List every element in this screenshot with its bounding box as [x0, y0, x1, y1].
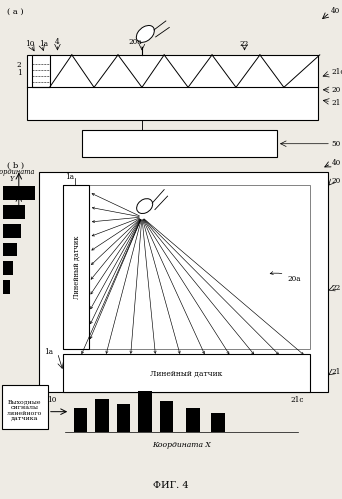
Text: 1: 1 [17, 69, 22, 77]
Bar [160, 401, 173, 432]
Text: Линейный датчик: Линейный датчик [150, 369, 223, 377]
Text: 20: 20 [332, 177, 341, 185]
Bar [82, 130, 277, 157]
Text: Координата X: Координата X [152, 441, 211, 449]
Text: Выходные: Выходные [8, 400, 41, 405]
Text: Линейный датчик: Линейный датчик [72, 235, 80, 299]
Bar [211, 413, 225, 432]
Text: 20a: 20a [270, 271, 301, 283]
Bar [3, 243, 17, 256]
Text: 20: 20 [332, 86, 341, 94]
Bar [32, 55, 50, 87]
Text: 22: 22 [240, 40, 249, 48]
Bar [186, 408, 200, 432]
Bar [27, 55, 318, 120]
Text: 21c: 21c [332, 68, 342, 76]
Text: 4: 4 [55, 38, 60, 46]
Bar [3, 280, 10, 294]
Text: 20a: 20a [128, 38, 142, 46]
Bar [2, 385, 48, 429]
Bar [95, 399, 109, 432]
Bar [63, 354, 310, 392]
Text: 21: 21 [332, 99, 341, 107]
Text: 2: 2 [17, 61, 22, 69]
Text: 40: 40 [332, 159, 341, 167]
Text: 21: 21 [332, 368, 341, 376]
Text: Y: Y [10, 175, 14, 183]
Bar [138, 391, 152, 432]
Bar [117, 404, 130, 432]
Ellipse shape [137, 199, 153, 214]
Text: ФИГ. 4: ФИГ. 4 [153, 481, 189, 490]
Text: 10: 10 [47, 396, 56, 404]
Text: датчика: датчика [11, 416, 38, 421]
Text: 50: 50 [332, 140, 341, 148]
Text: 21c: 21c [291, 396, 304, 404]
Text: сигналы: сигналы [11, 405, 39, 410]
Bar [3, 261, 13, 275]
Text: 1a: 1a [44, 348, 53, 356]
Bar [3, 205, 25, 219]
Text: 1a: 1a [39, 40, 48, 48]
Bar [3, 224, 21, 238]
Bar [39, 172, 328, 392]
Bar [63, 185, 310, 349]
Text: ( a ): ( a ) [7, 7, 24, 15]
Text: 1a: 1a [65, 173, 74, 181]
Ellipse shape [136, 25, 154, 42]
Text: 10: 10 [25, 40, 34, 48]
Text: ( b ): ( b ) [7, 162, 24, 170]
Text: Координата: Координата [0, 168, 35, 176]
Text: 22: 22 [332, 284, 341, 292]
Text: 40: 40 [331, 7, 340, 15]
Bar [74, 408, 87, 432]
Bar [63, 185, 89, 349]
Text: линейного: линейного [7, 411, 42, 416]
Bar [3, 186, 35, 200]
